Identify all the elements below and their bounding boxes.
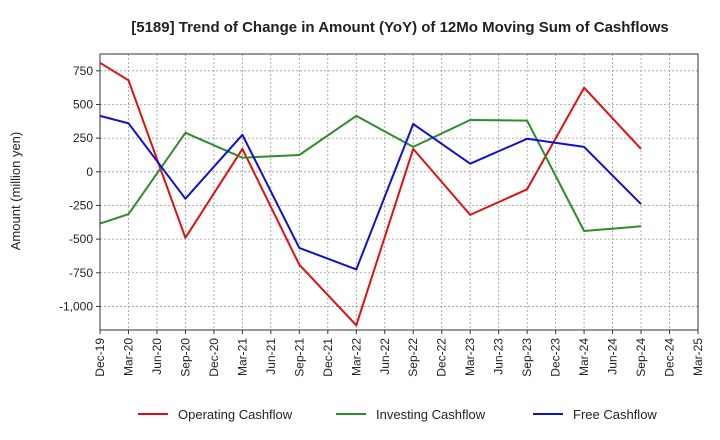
x-tick-label: Sep-21 bbox=[292, 338, 306, 377]
y-tick-label: 500 bbox=[73, 97, 93, 111]
chart-title: [5189] Trend of Change in Amount (YoY) o… bbox=[131, 19, 669, 36]
x-tick-label: Mar-25 bbox=[691, 338, 705, 376]
y-tick-label: 750 bbox=[73, 64, 93, 78]
y-axis-ticks: 750 500 250 0 -250 -500 -750 -1,000 bbox=[59, 64, 100, 313]
legend-label: Investing Cashflow bbox=[376, 407, 486, 422]
series-line-free-cashflow bbox=[99, 114, 642, 271]
x-tick-label: Jun-23 bbox=[492, 338, 506, 375]
y-tick-label: 250 bbox=[73, 131, 93, 145]
legend: Operating Cashflow Investing Cashflow Free… bbox=[138, 407, 657, 422]
y-tick-label: 0 bbox=[86, 165, 93, 179]
y-tick-label: -500 bbox=[69, 232, 93, 246]
x-tick-label: Sep-22 bbox=[406, 338, 420, 377]
x-axis-ticks: Dec-19 Mar-20 Jun-20 Sep-20 Dec-20 Mar-21 Jun-… bbox=[93, 330, 705, 377]
y-tick-label: -750 bbox=[69, 266, 93, 280]
x-tick-label: Sep-23 bbox=[520, 338, 534, 377]
x-tick-label: Dec-19 bbox=[93, 338, 107, 377]
series-lines bbox=[99, 61, 642, 327]
y-tick-label: -250 bbox=[69, 198, 93, 212]
x-tick-label: Dec-20 bbox=[207, 338, 221, 377]
x-tick-label: Mar-22 bbox=[349, 338, 363, 376]
x-tick-label: Dec-24 bbox=[663, 338, 677, 377]
x-tick-label: Sep-20 bbox=[178, 338, 192, 377]
x-tick-label: Mar-21 bbox=[235, 338, 249, 376]
x-tick-label: Mar-24 bbox=[577, 338, 591, 376]
legend-label: Free Cashflow bbox=[573, 407, 657, 422]
x-tick-label: Jun-24 bbox=[606, 338, 620, 375]
x-tick-label: Sep-24 bbox=[634, 338, 648, 377]
x-tick-label: Dec-21 bbox=[321, 338, 335, 377]
x-tick-label: Dec-22 bbox=[435, 338, 449, 377]
legend-label: Operating Cashflow bbox=[178, 407, 293, 422]
y-axis-label: Amount (million yen) bbox=[8, 132, 23, 251]
x-tick-label: Dec-23 bbox=[549, 338, 563, 377]
y-tick-label: -1,000 bbox=[59, 299, 93, 313]
series-line-investing-cashflow bbox=[99, 114, 642, 232]
x-tick-label: Jun-22 bbox=[378, 338, 392, 375]
x-tick-label: Mar-23 bbox=[463, 338, 477, 376]
plot-frame bbox=[99, 53, 699, 331]
x-tick-label: Mar-20 bbox=[121, 338, 135, 376]
x-tick-label: Jun-21 bbox=[264, 338, 278, 375]
x-tick-label: Jun-20 bbox=[150, 338, 164, 375]
